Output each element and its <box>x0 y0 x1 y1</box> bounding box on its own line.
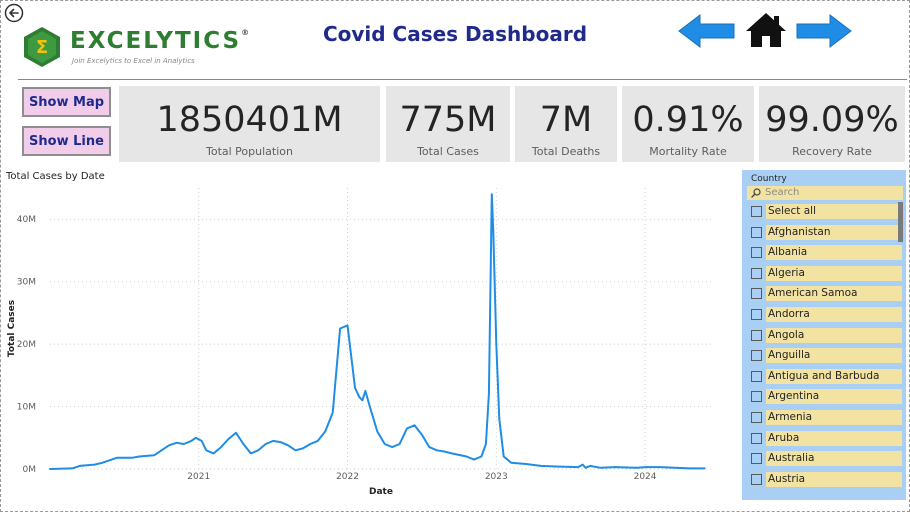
slicer-item-label: Angola <box>766 327 902 343</box>
checkbox[interactable] <box>751 411 762 423</box>
x-tick-label: 2022 <box>336 472 359 482</box>
kpi-label: Recovery Rate <box>792 145 872 158</box>
logo-tagline: Join Excelytics to Excel in Analytics <box>72 57 195 65</box>
slicer-item-label: Australia <box>766 451 902 467</box>
slicer-item-label: Andorra <box>766 306 902 322</box>
search-placeholder: Search <box>765 187 800 198</box>
kpi-value: 1850401M <box>156 100 343 140</box>
slicer-item-label: American Samoa <box>766 286 902 302</box>
slicer-item-label: Albania <box>766 245 902 261</box>
y-tick-label: 10M <box>17 403 36 413</box>
slicer-item[interactable]: Afghanistan <box>749 224 903 245</box>
kpi-value: 7M <box>539 100 593 140</box>
page-title: Covid Cases Dashboard <box>322 22 588 46</box>
show-map-button[interactable]: Show Map <box>22 87 111 117</box>
checkbox[interactable] <box>751 206 762 217</box>
checkbox[interactable] <box>751 350 762 362</box>
kpi-card-total-population: 1850401M Total Population <box>119 86 380 162</box>
header-divider <box>18 79 907 80</box>
checkbox[interactable] <box>751 329 762 341</box>
slicer-scrollbar[interactable] <box>898 202 903 242</box>
x-tick-label: 2023 <box>485 472 508 482</box>
checkbox[interactable] <box>751 247 762 259</box>
right-arrow-icon[interactable] <box>796 14 852 48</box>
slicer-item-label: Antigua and Barbuda <box>766 368 902 384</box>
excelytics-logo-icon: Σ <box>24 27 60 67</box>
slicer-item[interactable]: Albania <box>749 244 903 265</box>
slicer-item-label: Armenia <box>766 409 902 425</box>
x-tick-label: 2021 <box>187 472 210 482</box>
slicer-item[interactable]: Andorra <box>749 306 903 327</box>
checkbox[interactable] <box>751 370 762 382</box>
kpi-card-total-cases: 775M Total Cases <box>386 86 510 162</box>
search-icon <box>751 188 761 198</box>
slicer-list: Select all Afghanistan Albania Algeria Ameri… <box>749 203 903 491</box>
total-cases-series-line <box>49 193 706 470</box>
kpi-value: 775M <box>399 100 497 140</box>
checkbox[interactable] <box>751 453 762 465</box>
checkbox[interactable] <box>751 288 762 300</box>
logo-text: EXCELYTICS® <box>70 28 249 54</box>
checkbox[interactable] <box>751 308 762 320</box>
slicer-item-label: Anguilla <box>766 348 902 364</box>
logo-registered-mark: ® <box>241 28 250 37</box>
slicer-item[interactable]: Argentina <box>749 388 903 409</box>
slicer-item-label: Argentina <box>766 389 902 405</box>
checkbox[interactable] <box>751 391 762 403</box>
slicer-item-label: Austria <box>766 471 902 487</box>
y-tick-label: 40M <box>17 215 36 225</box>
left-arrow-icon[interactable] <box>678 14 736 48</box>
y-tick-label: 30M <box>17 278 36 288</box>
slicer-item-label: Afghanistan <box>766 224 902 240</box>
total-cases-line-chart[interactable]: 0M 10M 20M 30M 40M 2021 2022 2023 2024 Date Total … <box>0 180 730 500</box>
slicer-item[interactable]: Anguilla <box>749 347 903 368</box>
checkbox[interactable] <box>751 473 762 485</box>
slicer-item[interactable]: Australia <box>749 450 903 471</box>
slicer-item-label: Select all <box>766 204 902 219</box>
show-line-button[interactable]: Show Line <box>22 126 111 156</box>
back-circle-arrow-icon[interactable] <box>4 3 24 23</box>
slicer-search-input[interactable]: Search <box>747 186 903 200</box>
y-tick-label: 0M <box>23 465 37 475</box>
kpi-card-total-deaths: 7M Total Deaths <box>515 86 617 162</box>
slicer-item[interactable]: Armenia <box>749 409 903 430</box>
kpi-card-recovery-rate: 99.09% Recovery Rate <box>759 86 905 162</box>
home-icon[interactable] <box>744 11 788 49</box>
slicer-item-label: Aruba <box>766 430 902 446</box>
slicer-item[interactable]: Select all <box>749 203 903 224</box>
slicer-title: Country <box>751 174 787 184</box>
kpi-value: 0.91% <box>632 100 744 140</box>
slicer-item[interactable]: Angola <box>749 327 903 348</box>
slicer-item[interactable]: Antigua and Barbuda <box>749 368 903 389</box>
checkbox[interactable] <box>751 432 762 444</box>
svg-text:Σ: Σ <box>36 37 48 58</box>
x-tick-label: 2024 <box>634 472 657 482</box>
country-slicer: Country Search Select all Afghanistan Alba… <box>742 170 906 500</box>
x-axis-title: Date <box>369 487 393 497</box>
slicer-item-label: Algeria <box>766 265 902 281</box>
chart-title: Total Cases by Date <box>6 171 105 182</box>
checkbox[interactable] <box>751 226 762 238</box>
y-axis-title: Total Cases <box>7 300 17 357</box>
slicer-item[interactable]: Aruba <box>749 430 903 451</box>
kpi-card-mortality-rate: 0.91% Mortality Rate <box>622 86 754 162</box>
slicer-item[interactable]: Austria <box>749 471 903 492</box>
kpi-value: 99.09% <box>765 100 899 140</box>
y-tick-label: 20M <box>17 340 36 350</box>
logo-wordmark: EXCELYTICS <box>70 28 242 54</box>
kpi-label: Total Cases <box>417 145 479 158</box>
checkbox[interactable] <box>751 267 762 279</box>
kpi-label: Mortality Rate <box>649 145 727 158</box>
slicer-item[interactable]: American Samoa <box>749 285 903 306</box>
kpi-label: Total Population <box>206 145 293 158</box>
slicer-item[interactable]: Algeria <box>749 265 903 286</box>
kpi-label: Total Deaths <box>531 145 601 158</box>
